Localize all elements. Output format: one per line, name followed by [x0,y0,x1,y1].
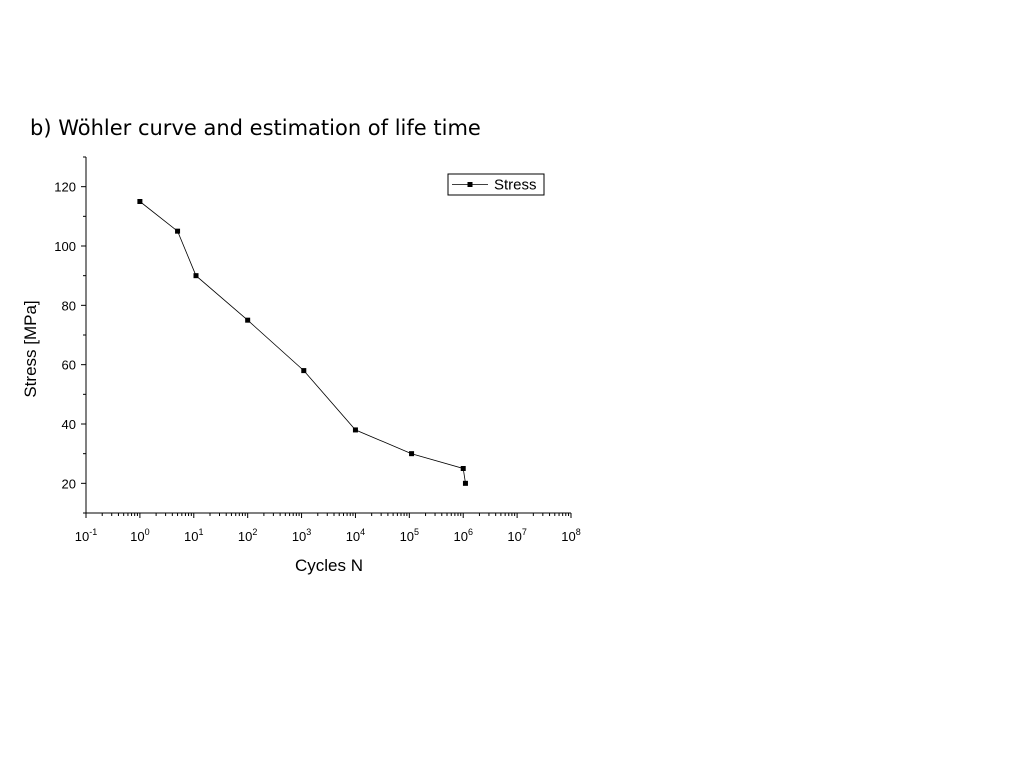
data-point [137,199,143,204]
x-tick-label: 104 [346,527,365,544]
data-point [352,427,358,433]
y-axis-label: Stress [MPa] [21,300,40,397]
y-tick-label: 20 [62,476,76,491]
legend: Stress [447,173,545,196]
y-tick-label: 80 [62,298,76,313]
data-point [245,317,251,323]
y-tick-label: 120 [54,180,76,195]
data-point [193,273,199,279]
y-tick-label: 40 [62,417,76,432]
x-tick-label: 100 [130,527,149,544]
x-tick-label: 106 [453,527,472,544]
data-point [460,466,466,471]
x-tick-label: 102 [238,527,257,544]
data-point [301,368,307,374]
data-point [409,451,415,457]
x-tick-label: 107 [507,527,526,544]
x-tick-label: 105 [400,527,419,544]
x-tick-label: 10-1 [75,527,97,544]
slide-title: b) Wöhler curve and estimation of life t… [30,116,481,140]
x-tick-label: 101 [184,527,203,544]
data-point [462,480,468,486]
x-tick-label: 103 [292,527,311,544]
data-point [175,228,181,234]
y-tick-label: 100 [54,239,76,254]
legend-label: Stress [494,177,537,194]
legend-marker-swatch [467,182,473,187]
y-tick-label: 60 [62,358,76,373]
x-tick-label: 108 [561,527,580,544]
axes: 20 40 60 80 100 120 10-1 100 101 102 103 104 105 106 1… [54,156,581,544]
legend-box [447,173,545,196]
series-line [139,201,466,484]
series-layer [137,199,468,486]
x-axis-label: Cycles N [295,556,363,575]
